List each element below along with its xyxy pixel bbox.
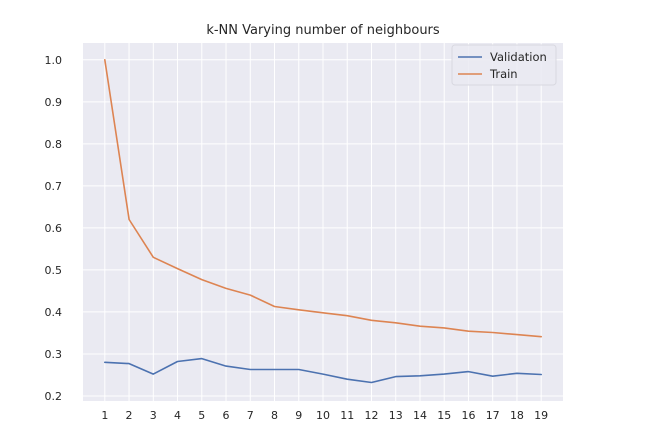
y-tick-label: 0.8 — [45, 138, 63, 151]
series-layer — [104, 58, 543, 384]
x-tick-label: 5 — [198, 409, 205, 422]
y-tick-label: 0.5 — [45, 264, 63, 277]
x-tick-label: 3 — [150, 409, 157, 422]
x-tick-label: 17 — [486, 409, 500, 422]
x-tick-label: 19 — [534, 409, 548, 422]
y-tick-label: 1.0 — [45, 54, 63, 67]
x-tick-label: 16 — [461, 409, 475, 422]
x-tick-label: 2 — [126, 409, 133, 422]
x-tick-label: 15 — [437, 409, 451, 422]
legend-label-validation: Validation — [490, 50, 547, 64]
x-tick-label: 14 — [413, 409, 427, 422]
legend-box — [451, 44, 557, 86]
grid — [83, 43, 563, 401]
x-tick-label: 10 — [316, 409, 330, 422]
y-tick-label: 0.6 — [45, 222, 63, 235]
x-tick-label: 9 — [295, 409, 302, 422]
x-tick-label: 8 — [271, 409, 278, 422]
y-tick-label: 0.9 — [45, 96, 63, 109]
y-tick-label: 0.7 — [45, 180, 63, 193]
x-tick-label: 18 — [510, 409, 524, 422]
x-tick-label: 6 — [223, 409, 230, 422]
series-line-validation — [104, 357, 543, 384]
x-tick-label: 11 — [340, 409, 354, 422]
x-tick-label: 13 — [389, 409, 403, 422]
x-tick-label: 1 — [101, 409, 108, 422]
legend-label-train: Train — [489, 67, 518, 81]
x-tick-label: 4 — [174, 409, 181, 422]
y-tick-label: 0.3 — [45, 348, 63, 361]
tick-labels: 0.20.30.40.50.60.70.80.91.01 2 3 4 5 6 7 8 9 10 11… — [45, 54, 549, 422]
x-tick-label: 12 — [364, 409, 378, 422]
y-tick-label: 0.2 — [45, 390, 63, 403]
series-line-train — [104, 58, 543, 338]
y-tick-label: 0.4 — [45, 306, 63, 319]
chart-title: k-NN Varying number of neighbours — [206, 23, 440, 38]
x-tick-label: 7 — [247, 409, 254, 422]
legend: Validation Train — [451, 44, 557, 86]
